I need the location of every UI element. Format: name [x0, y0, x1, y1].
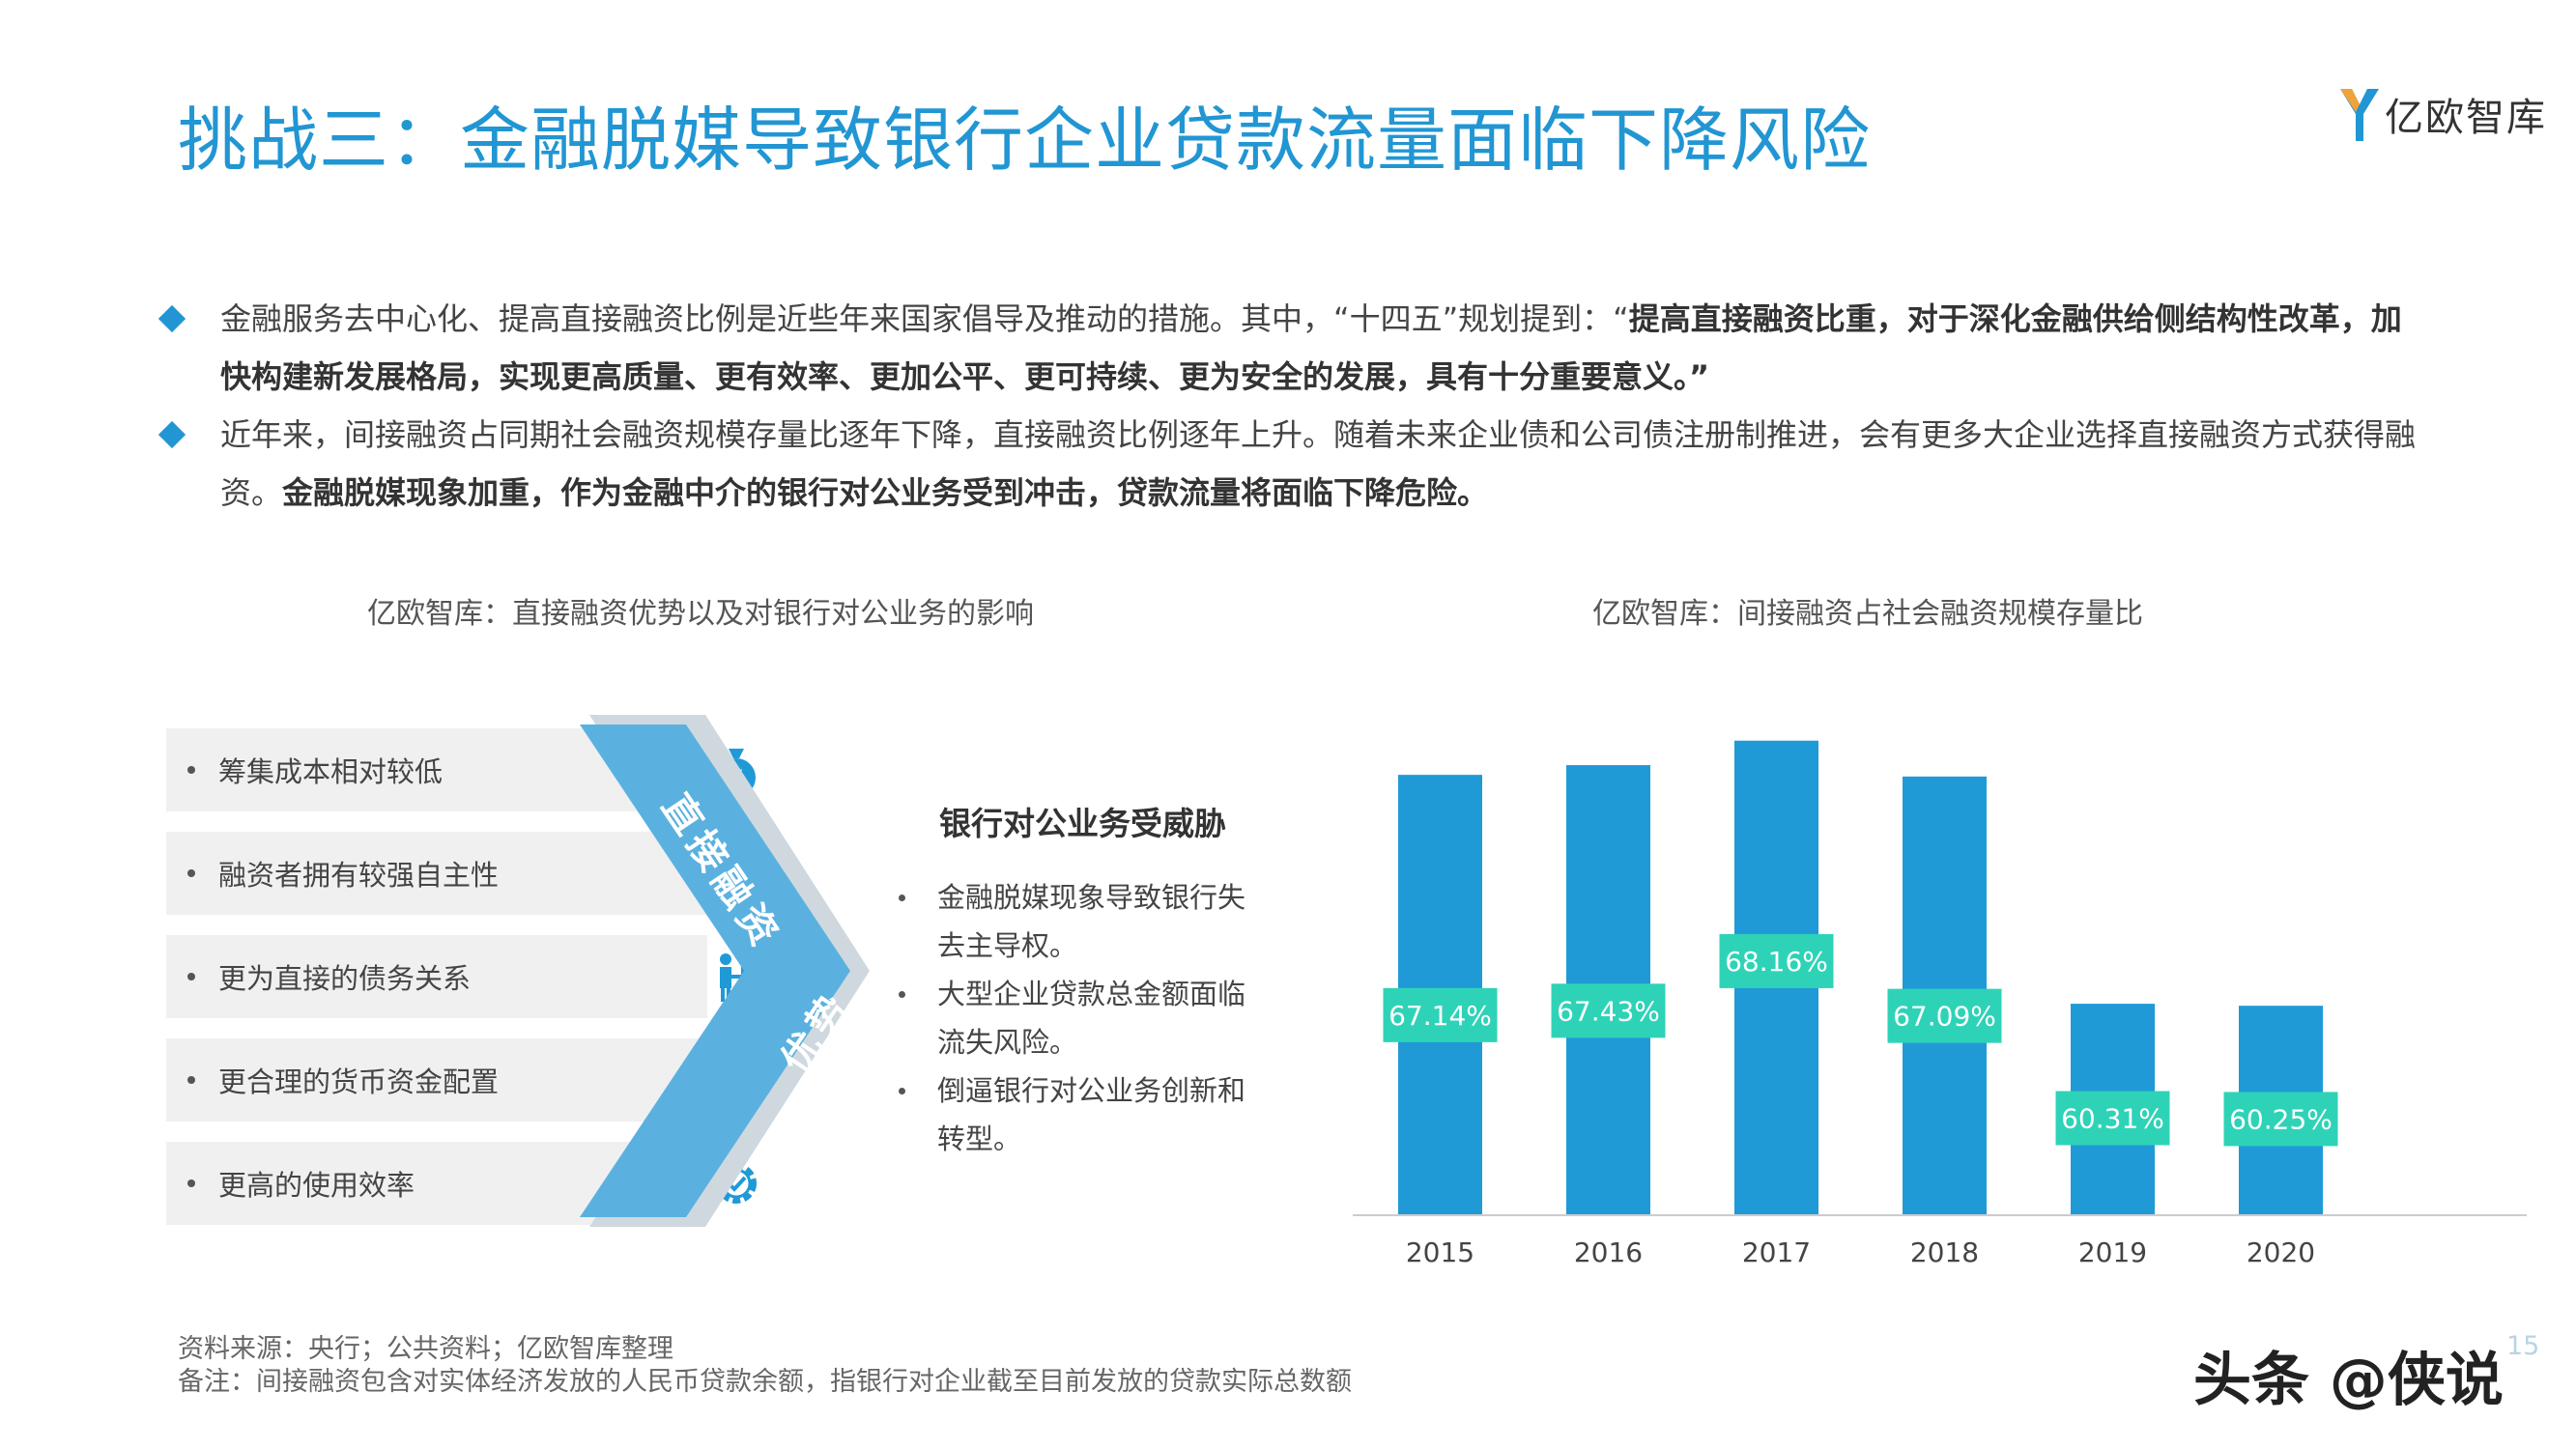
threat-item: 金融脱媒现象导致银行失去主导权。: [899, 873, 1246, 970]
source-note: 资料来源：央行；公共资料；亿欧智库整理: [178, 1334, 673, 1364]
x-tick-2017: 2017: [1742, 1236, 1811, 1268]
bullet-dot: [899, 1088, 905, 1094]
diamond-bullet-icon: [157, 304, 186, 333]
bullet-dot: [187, 766, 195, 774]
intro-1-bold: 提高直接融资比重，对于深化金融供给侧结构性改革，加快构建新发展格局，实现更高质量…: [220, 300, 2402, 395]
intro-2-text: 近年来，间接融资占同期社会融资规模存量比逐年下降，直接融资比例逐年上升。随着未来…: [220, 416, 2417, 511]
data-label-2018: 67.09%: [1887, 988, 2002, 1043]
data-label-box: [2055, 1091, 2170, 1146]
intro-bullet-2: 近年来，间接融资占同期社会融资规模存量比逐年下降，直接融资比例逐年上升。随着未来…: [157, 406, 2423, 522]
advantage-label: 更为直接的债务关系: [218, 962, 472, 995]
data-label-text: 68.16%: [1725, 946, 1828, 978]
advantage-item: 更为直接的债务关系: [166, 935, 753, 1018]
x-tick-2016: 2016: [1574, 1236, 1643, 1268]
threat-item: 倒逼银行对公业务创新和转型。: [899, 1066, 1246, 1163]
threat-text: 金融脱媒现象导致银行失去主导权。: [937, 881, 1246, 962]
data-label-2017: 68.16%: [1719, 933, 1834, 988]
remark-note: 备注：间接融资包含对实体经济发放的人民币贷款余额，指银行对企业截至目前发放的贷款…: [178, 1367, 1352, 1397]
threat-text: 倒逼银行对公业务创新和转型。: [937, 1074, 1246, 1155]
advantage-chevron: [580, 715, 870, 1227]
threat-item: 大型企业贷款总金额面临流失风险。: [899, 970, 1246, 1066]
data-label-box: [1719, 933, 1834, 988]
intro-2-bold: 金融脱媒现象加重，作为金融中介的银行对公业务受到冲击，贷款流量将面临下降危险。: [282, 474, 1489, 511]
advantage-label: 更高的使用效率: [218, 1169, 415, 1202]
data-label-2019: 60.31%: [2055, 1091, 2170, 1146]
threat-text: 大型企业贷款总金额面临流失风险。: [937, 978, 1246, 1059]
bullet-dot: [899, 895, 905, 901]
data-label-text: 67.14%: [1388, 1000, 1492, 1032]
bullet-dot: [187, 869, 195, 877]
data-label-text: 60.25%: [2229, 1103, 2333, 1135]
data-label-2015: 67.14%: [1383, 987, 1498, 1042]
data-label-box: [1383, 987, 1498, 1042]
diamond-bullet-icon: [157, 420, 186, 449]
data-label-text: 67.43%: [1557, 995, 1660, 1027]
x-tick-2020: 2020: [2247, 1236, 2315, 1268]
page-title: 挑战三：金融脱媒导致银行企业贷款流量面临下降风险: [178, 99, 1872, 181]
threat-title: 银行对公业务受威胁: [939, 805, 1226, 842]
data-label-text: 67.09%: [1893, 1001, 1996, 1033]
data-label-box: [2223, 1092, 2338, 1147]
right-section-title: 亿欧智库：间接融资占社会融资规模存量比: [1592, 597, 2143, 631]
bullet-dot: [187, 1179, 195, 1187]
bullet-dot: [187, 973, 195, 980]
x-tick-2015: 2015: [1406, 1236, 1474, 1268]
advantage-label: 融资者拥有较强自主性: [218, 859, 500, 892]
page-number: 15: [2506, 1331, 2540, 1361]
logo-mark-icon: [2340, 89, 2379, 141]
bullet-dot: [899, 991, 905, 998]
intro-1-tail: ”: [1689, 358, 1710, 395]
logo-text: 亿欧智库: [2385, 96, 2547, 140]
watermark: 头条 @侠说: [2193, 1347, 2504, 1414]
intro-bullet-1: 金融服务去中心化、提高直接融资比例是近些年来国家倡导及推动的措施。其中，“十四五…: [157, 290, 2423, 406]
bullet-dot: [187, 1076, 195, 1084]
x-tick-2018: 2018: [1910, 1236, 1979, 1268]
advantage-label: 更合理的货币资金配置: [218, 1065, 500, 1098]
advantage-label: 筹集成本相对较低: [218, 755, 444, 788]
left-section-title: 亿欧智库：直接融资优势以及对银行对公业务的影响: [367, 597, 1034, 631]
data-label-box: [1887, 988, 2002, 1043]
data-label-text: 60.31%: [2061, 1102, 2164, 1134]
data-label-2016: 67.43%: [1551, 983, 1666, 1038]
advantage-item: 融资者拥有较强自主性: [166, 832, 757, 915]
x-tick-2019: 2019: [2078, 1236, 2147, 1268]
data-label-2020: 60.25%: [2223, 1092, 2338, 1147]
indirect-financing-bar-chart: 67.14% 67.43% 68.16% 67.09% 60.31% 60.25% 201…: [1353, 740, 2527, 1268]
intro-1-text: 金融服务去中心化、提高直接融资比例是近些年来国家倡导及推动的措施。其中，“十四五…: [220, 300, 1629, 337]
logo: 亿欧智库: [2338, 83, 2547, 145]
data-label-box: [1551, 983, 1666, 1038]
